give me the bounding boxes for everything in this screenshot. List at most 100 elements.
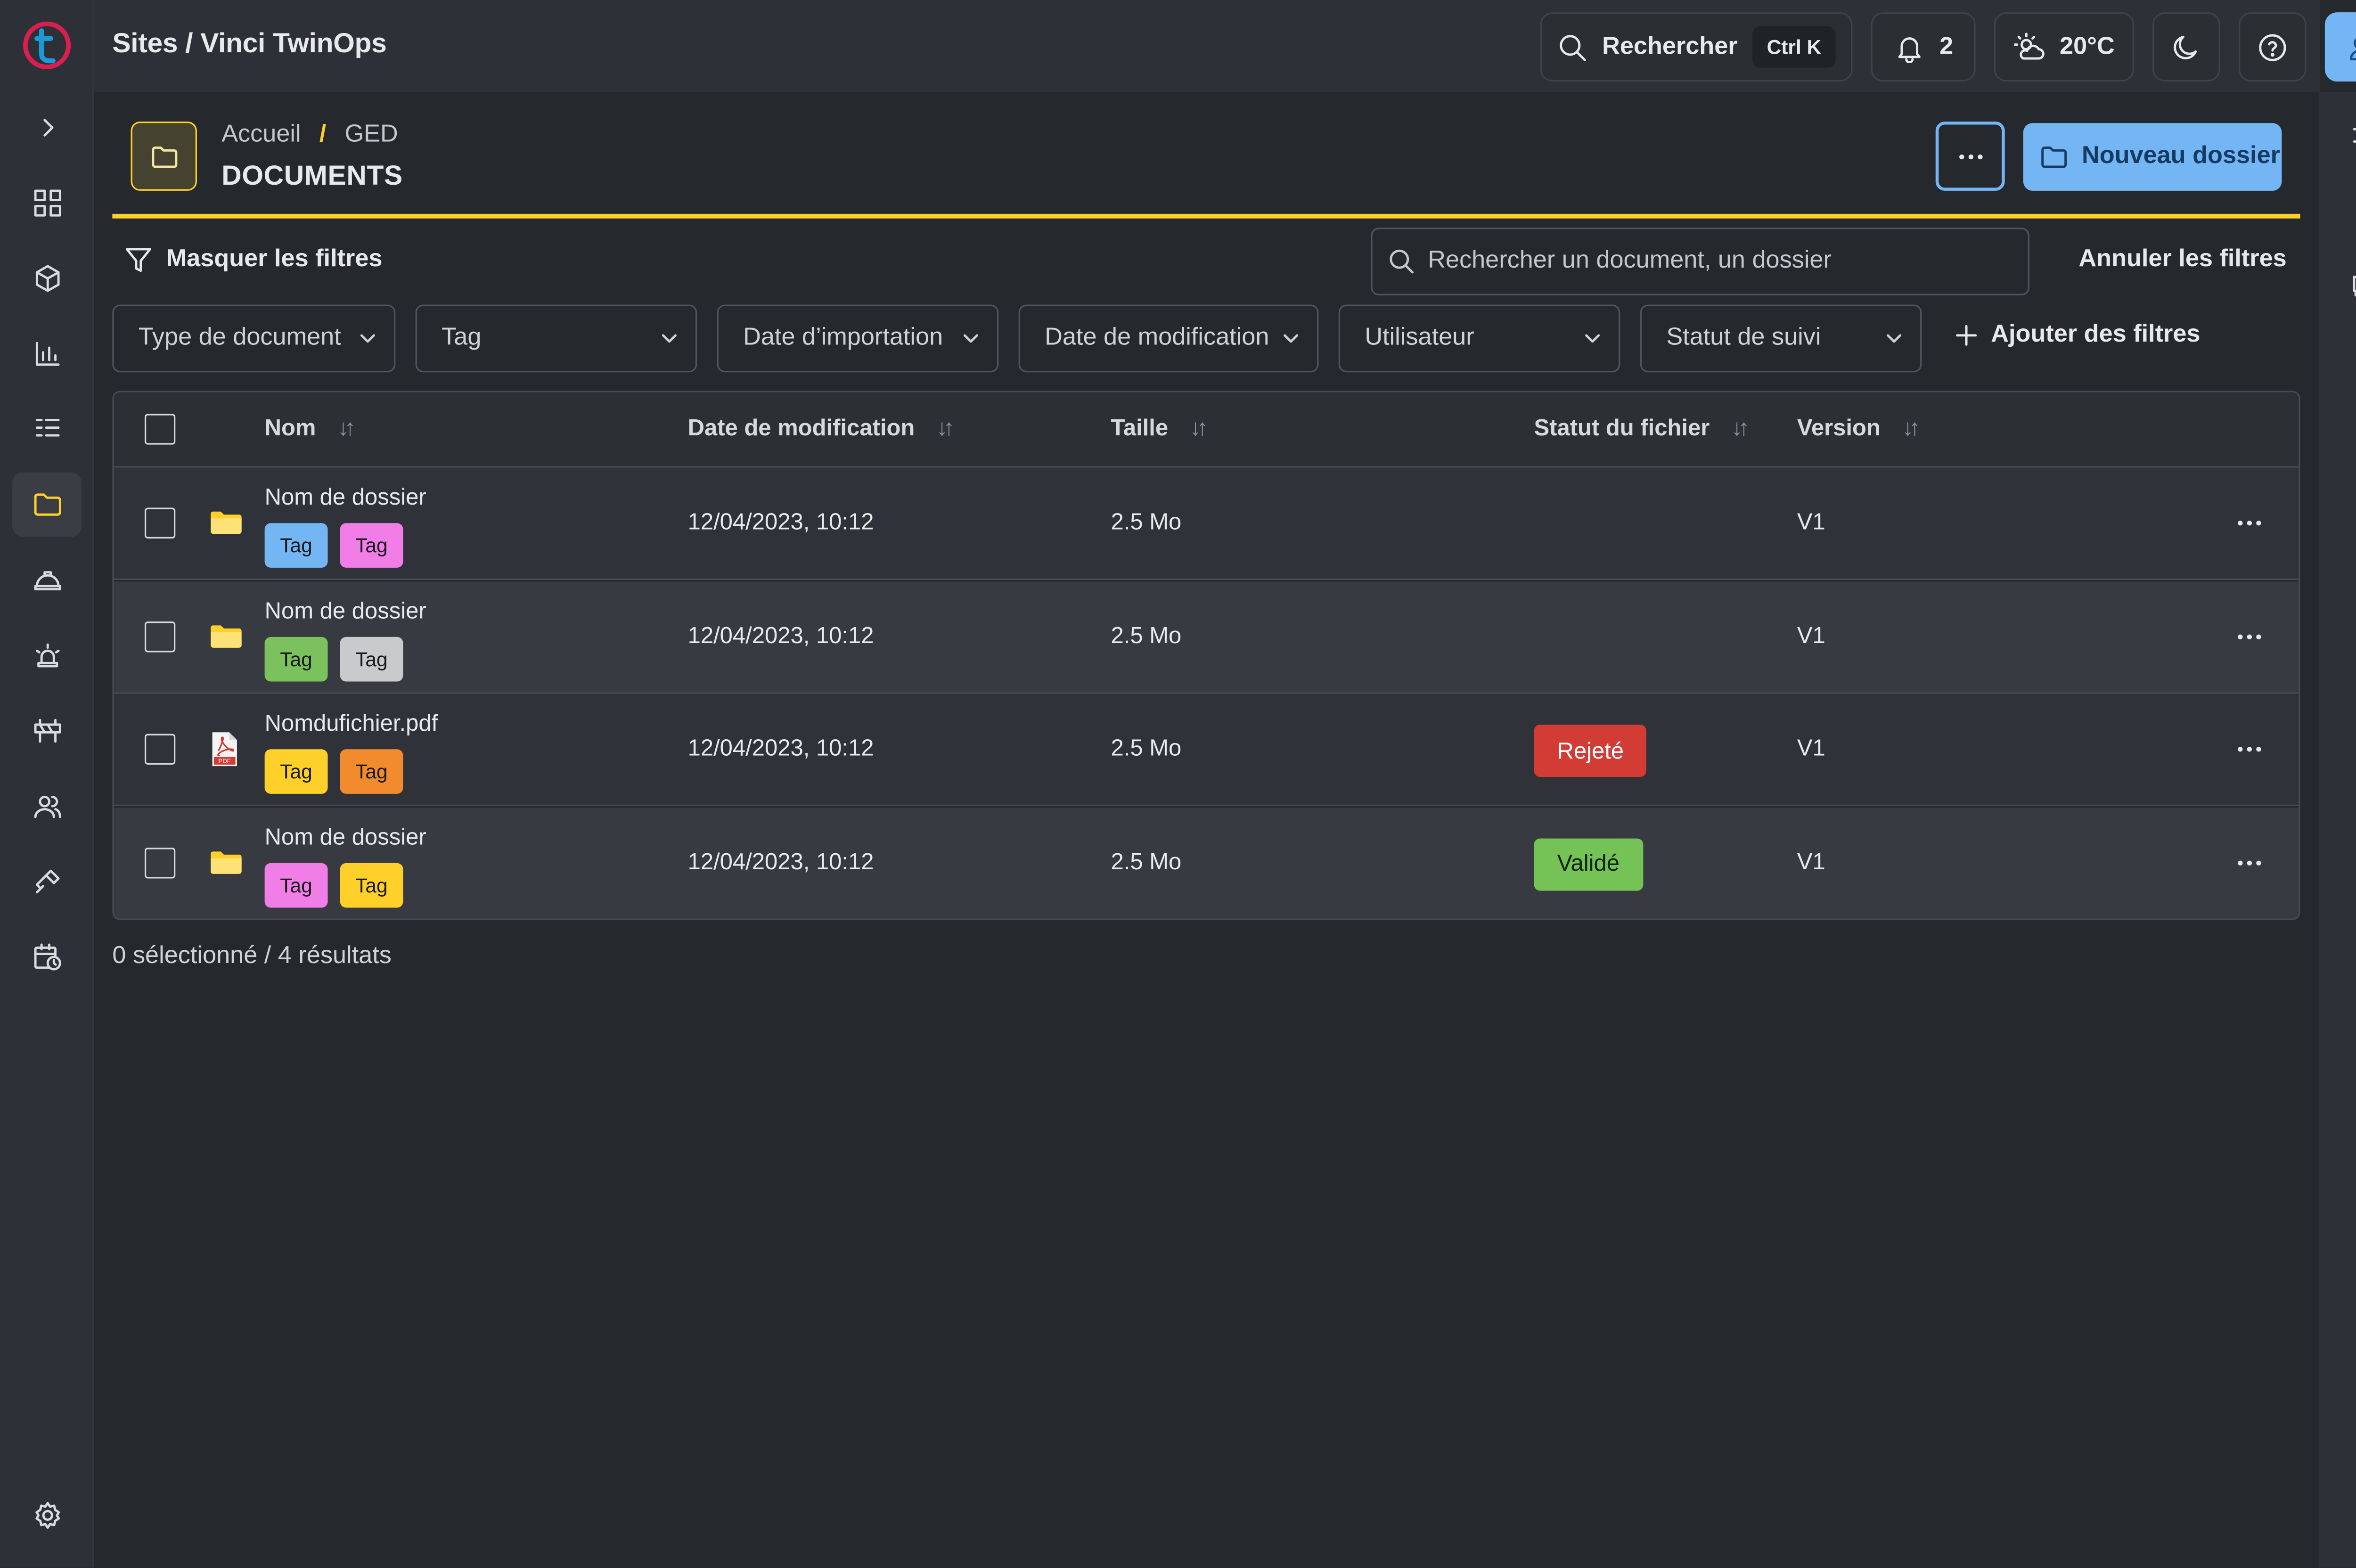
tag-badge[interactable]: Tag	[264, 636, 328, 681]
row-modified-date: 12/04/2023, 10:12	[687, 622, 874, 649]
analytics-icon[interactable]	[12, 321, 82, 386]
sort-icon[interactable]: ↓↑	[1731, 415, 1750, 442]
folder-icon	[209, 509, 243, 537]
site-breadcrumb[interactable]: Sites / Vinci TwinOps	[112, 27, 387, 59]
document-search-input[interactable]: Rechercher un document, un dossier	[1371, 228, 2029, 295]
tools-icon[interactable]	[12, 849, 82, 914]
breadcrumb-current[interactable]: GED	[344, 121, 398, 148]
column-header-version[interactable]: Version ↓↑	[1797, 415, 1921, 442]
chevron-down-icon	[1284, 334, 1299, 343]
add-filters-button[interactable]: Ajouter des filtres	[1954, 321, 2201, 349]
top-bar	[94, 0, 2321, 92]
folder-icon	[209, 849, 243, 876]
users-icon[interactable]	[12, 774, 82, 838]
notifications-button[interactable]: 2	[1871, 12, 1976, 82]
row-name[interactable]: Nom de dossier	[264, 824, 426, 850]
dark-mode-toggle[interactable]	[2152, 12, 2220, 82]
global-search-button[interactable]: Rechercher Ctrl K	[1540, 12, 1853, 82]
tag-badge[interactable]: Tag	[264, 523, 328, 568]
select-all-checkbox[interactable]	[144, 414, 176, 445]
weather-sun-cloud-icon	[2013, 32, 2044, 59]
app-logo[interactable]	[22, 20, 73, 71]
documents-folder-icon[interactable]	[12, 472, 82, 537]
more-actions-button[interactable]	[1935, 121, 2005, 191]
row-checkbox[interactable]	[144, 621, 176, 652]
road-barrier-icon[interactable]	[12, 698, 82, 763]
table-row[interactable]: Nom de dossier Tag Tag 12/04/2023, 10:12 2.5…	[114, 580, 2299, 694]
document-check-icon[interactable]	[2342, 188, 2356, 234]
column-header-modified[interactable]: Date de modification ↓↑	[687, 415, 955, 442]
row-more-icon[interactable]	[2235, 744, 2263, 754]
column-header-status[interactable]: Statut du fichier ↓↑	[1534, 415, 1750, 442]
chevron-down-icon	[662, 334, 677, 343]
row-checkbox[interactable]	[144, 847, 176, 878]
user-profile-button[interactable]	[2324, 12, 2356, 82]
breadcrumb-home[interactable]: Accueil	[221, 121, 301, 148]
search-icon	[1390, 249, 1414, 274]
tag-badge[interactable]: Tag	[340, 749, 403, 794]
toggle-filters-button[interactable]: Masquer les filtres	[123, 245, 382, 275]
row-checkbox[interactable]	[144, 734, 176, 765]
page-folder-icon	[131, 121, 197, 191]
sort-icon[interactable]: ↓↑	[337, 415, 356, 442]
task-list-icon[interactable]	[12, 397, 82, 461]
pdf-file-icon: PDF	[209, 731, 240, 768]
column-label: Version	[1797, 415, 1881, 442]
row-name[interactable]: Nom de dossier	[264, 484, 426, 511]
filter-document-type[interactable]: Type de document	[112, 304, 396, 373]
reset-filters-button[interactable]: Annuler les filtres	[2078, 246, 2287, 272]
alarm-siren-icon[interactable]	[12, 623, 82, 687]
tag-badge[interactable]: Tag	[340, 636, 403, 681]
moon-icon	[2174, 35, 2197, 59]
dropdown-label: Utilisateur	[1365, 324, 1474, 351]
tag-badge[interactable]: Tag	[264, 749, 328, 794]
filter-tracking-status[interactable]: Statut de suivi	[1640, 304, 1922, 373]
column-header-size[interactable]: Taille ↓↑	[1111, 415, 1209, 442]
row-tags: Tag Tag	[264, 523, 403, 568]
sort-icon[interactable]: ↓↑	[1902, 415, 1921, 442]
sort-icon[interactable]: ↓↑	[936, 415, 955, 442]
twin-3d-icon[interactable]	[12, 246, 82, 310]
settings-gear-icon[interactable]	[12, 1483, 82, 1548]
ellipsis-icon	[1958, 154, 1982, 159]
row-more-icon[interactable]	[2235, 631, 2263, 641]
row-version: V1	[1797, 735, 1825, 762]
row-checkbox[interactable]	[144, 507, 176, 539]
row-name[interactable]: Nomdufichier.pdf	[264, 710, 438, 737]
help-circle-icon	[2259, 33, 2286, 61]
dashboard-icon[interactable]	[12, 171, 82, 235]
folder-icon	[209, 622, 243, 650]
right-sidebar	[2318, 92, 2356, 1568]
column-header-name[interactable]: Nom ↓↑	[265, 415, 356, 442]
filter-modified-date[interactable]: Date de modification	[1018, 304, 1319, 373]
table-row[interactable]: PDF Nomdufichier.pdf Tag Tag 12/04/2023, 10:…	[114, 694, 2299, 807]
table-row[interactable]: Nom de dossier Tag Tag 12/04/2023, 10:12 2.5…	[114, 807, 2299, 919]
safety-helmet-icon[interactable]	[12, 547, 82, 612]
tag-badge[interactable]: Tag	[340, 862, 403, 907]
chat-bubble-icon[interactable]	[2342, 263, 2356, 309]
filter-import-date[interactable]: Date d’importation	[717, 304, 999, 373]
row-more-icon[interactable]	[2235, 858, 2263, 867]
table-row[interactable]: Nom de dossier Tag Tag 12/04/2023, 10:12 2.5…	[114, 467, 2299, 580]
add-filters-label: Ajouter des filtres	[1991, 321, 2201, 348]
sliders-icon[interactable]	[2342, 112, 2356, 158]
dropdown-label: Date de modification	[1045, 324, 1269, 351]
sort-icon[interactable]: ↓↑	[1189, 415, 1208, 442]
expand-sidebar-icon[interactable]	[12, 95, 82, 160]
row-name[interactable]: Nom de dossier	[264, 597, 426, 624]
filter-tag[interactable]: Tag	[415, 304, 697, 373]
chevron-down-icon	[360, 334, 375, 343]
dropdown-label: Date d’importation	[743, 324, 943, 351]
tag-badge[interactable]: Tag	[340, 523, 403, 568]
new-folder-button[interactable]: Nouveau dossier	[2023, 123, 2282, 191]
column-label: Date de modification	[687, 415, 915, 442]
tag-badge[interactable]: Tag	[264, 862, 328, 907]
help-button[interactable]	[2239, 12, 2307, 82]
filter-user[interactable]: Utilisateur	[1338, 304, 1620, 373]
row-size: 2.5 Mo	[1111, 622, 1182, 649]
row-tags: Tag Tag	[264, 636, 403, 681]
calendar-clock-icon[interactable]	[12, 924, 82, 989]
weather-widget[interactable]: 20°C	[1994, 12, 2134, 82]
row-more-icon[interactable]	[2235, 518, 2263, 528]
row-version: V1	[1797, 622, 1825, 649]
